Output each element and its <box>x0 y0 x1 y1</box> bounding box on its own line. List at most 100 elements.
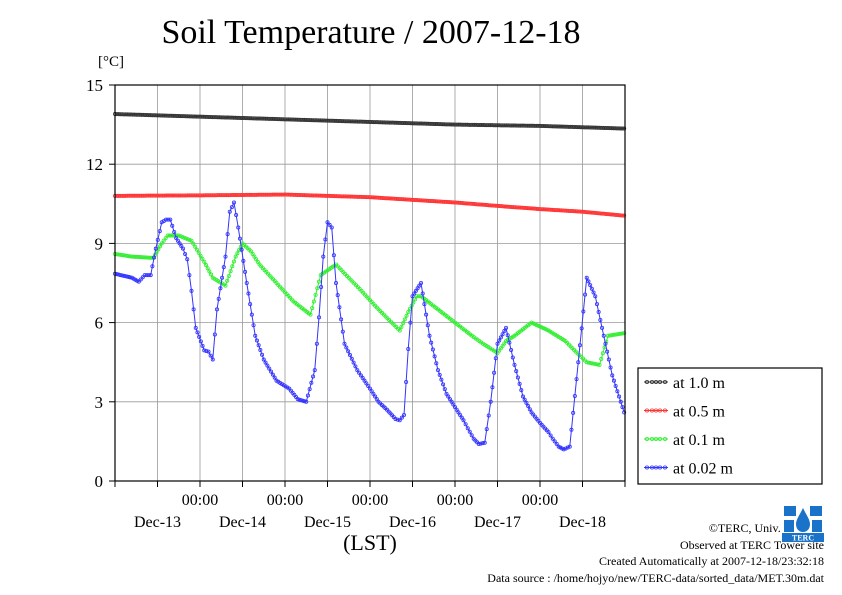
data-point <box>606 333 611 338</box>
data-point <box>189 288 194 293</box>
data-point <box>208 353 213 358</box>
data-point <box>227 209 232 214</box>
data-point <box>170 223 175 228</box>
data-point <box>576 360 581 365</box>
data-point <box>603 341 608 346</box>
data-point <box>316 315 321 320</box>
legend-item: at 0.5 m <box>644 404 726 421</box>
legend-label: at 0.02 m <box>673 461 734 478</box>
data-point <box>397 328 402 333</box>
data-point <box>404 379 409 384</box>
data-point <box>216 296 221 301</box>
data-point <box>327 222 332 227</box>
data-point <box>158 244 163 249</box>
data-point <box>554 442 559 447</box>
data-point <box>313 292 318 297</box>
data-point <box>465 426 470 431</box>
data-point <box>159 241 164 246</box>
data-point <box>198 253 203 258</box>
data-point <box>597 362 602 367</box>
data-point <box>297 397 302 402</box>
data-point <box>210 357 215 362</box>
data-point <box>364 381 369 386</box>
data-point <box>256 343 261 348</box>
data-point <box>366 383 371 388</box>
footer: ©TERC, Univ. Tsukuba Observed at TERC To… <box>487 520 824 586</box>
x-date-label: Dec-17 <box>474 514 521 531</box>
data-point <box>203 263 208 268</box>
data-point <box>567 444 572 449</box>
data-point <box>362 378 367 383</box>
data-point <box>618 331 623 336</box>
data-point <box>588 283 593 288</box>
data-point <box>180 246 185 251</box>
data-point <box>601 333 606 338</box>
data-point <box>144 273 149 278</box>
data-point <box>584 275 589 280</box>
data-point <box>498 335 503 340</box>
data-point <box>347 353 352 358</box>
data-point <box>309 380 314 385</box>
data-point <box>596 211 601 216</box>
data-point <box>323 237 328 242</box>
data-point <box>593 362 598 367</box>
data-point <box>191 307 196 312</box>
data-point <box>493 356 498 361</box>
data-point <box>571 410 576 415</box>
data-point <box>591 290 596 295</box>
legend-box <box>637 367 823 485</box>
data-point <box>200 343 205 348</box>
x-time-label: 00:00 <box>352 492 388 509</box>
data-point <box>583 292 588 297</box>
data-point <box>502 329 507 334</box>
y-unit-label: [°C] <box>98 54 124 70</box>
data-point <box>515 375 520 380</box>
data-point <box>439 377 444 382</box>
data-point <box>497 338 502 343</box>
data-point <box>607 333 612 338</box>
legend-swatch-marker <box>663 379 668 384</box>
data-point <box>223 254 228 259</box>
data-point <box>429 340 434 345</box>
legend-swatch-marker <box>658 436 663 441</box>
data-point <box>476 442 481 447</box>
y-tick-label: 0 <box>95 472 104 491</box>
data-point <box>416 294 421 299</box>
data-point <box>503 325 508 330</box>
data-point <box>512 362 517 367</box>
data-point <box>593 210 598 215</box>
legend: at 1.0 m at 0.5 m at 0.1 m at 0.02 m <box>637 367 823 485</box>
footer-created: Created Automatically at 2007-12-18/23:3… <box>599 554 824 568</box>
data-point <box>622 410 627 415</box>
data-point <box>574 377 579 382</box>
data-point <box>463 422 468 427</box>
data-point <box>202 348 207 353</box>
legend-label: at 0.5 m <box>673 404 726 421</box>
series-at-0-5-m <box>113 192 627 218</box>
data-point <box>207 269 212 274</box>
data-point <box>611 378 616 383</box>
data-point <box>522 397 527 402</box>
data-point <box>546 430 551 435</box>
data-point <box>253 333 258 338</box>
data-point <box>220 275 225 280</box>
data-point <box>521 394 526 399</box>
data-point <box>295 397 300 402</box>
data-point <box>153 246 158 251</box>
data-point <box>229 205 234 210</box>
data-point <box>613 383 618 388</box>
data-point <box>302 399 307 404</box>
data-point <box>243 269 248 274</box>
data-point <box>197 334 202 339</box>
data-point <box>402 317 407 322</box>
legend-swatch-marker <box>650 465 655 470</box>
data-point <box>437 372 442 377</box>
data-point <box>183 251 188 256</box>
data-point <box>589 286 594 291</box>
data-point <box>505 333 510 338</box>
data-point <box>316 279 321 284</box>
data-point <box>579 326 584 331</box>
data-point <box>441 382 446 387</box>
